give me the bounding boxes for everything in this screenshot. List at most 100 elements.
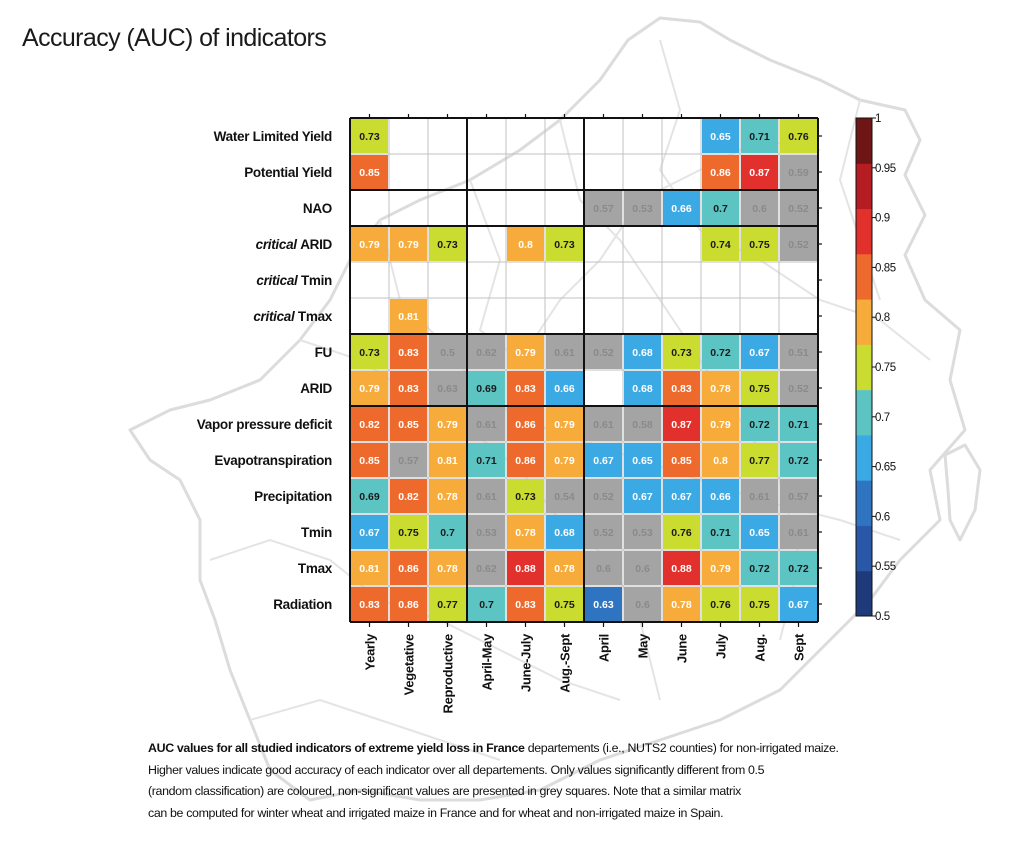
heatmap-cell [702, 515, 739, 549]
cell-value-label: 0.75 [554, 599, 575, 611]
heatmap-cell [741, 371, 778, 405]
heatmap-cell [702, 119, 739, 153]
cell-value-label: 0.8 [713, 455, 728, 467]
cell-value-label: 0.7 [479, 599, 494, 611]
cell-value-label: 0.87 [749, 167, 770, 179]
heatmap-cell [702, 371, 739, 405]
row-label: Tmax [298, 561, 333, 576]
colorbar-tick-label: 0.6 [875, 511, 890, 523]
row-label: critical Tmax [253, 309, 332, 324]
column-label: July [714, 633, 729, 659]
colorbar-tick-label: 0.55 [875, 561, 896, 573]
heatmap-cell [702, 407, 739, 441]
heatmap-cell [780, 227, 817, 261]
heatmap-cell [741, 479, 778, 513]
cell-value-label: 0.85 [359, 455, 380, 467]
column-label: May [636, 633, 651, 658]
colorbar-tick-label: 0.8 [875, 312, 890, 324]
page-title: Accuracy (AUC) of indicators [22, 24, 327, 52]
cell-value-label: 0.6 [635, 563, 650, 575]
heatmap-cell [624, 191, 661, 225]
heatmap-cell [468, 515, 505, 549]
cell-value-label: 0.79 [437, 419, 458, 431]
heatmap-cell [780, 587, 817, 621]
cell-value-label: 0.67 [632, 491, 653, 503]
cell-value-label: 0.5 [440, 347, 455, 359]
cell-value-label: 0.73 [554, 239, 575, 251]
column-label: Reproductive [441, 634, 456, 714]
heatmap-cell [429, 335, 466, 369]
heatmap-cell [468, 443, 505, 477]
column-labels: Yearly Vegetative Reproductive April-May Jun… [363, 633, 807, 714]
cell-value-label: 0.62 [476, 563, 497, 575]
heatmap-cell [429, 371, 466, 405]
cell-value-label: 0.58 [632, 419, 653, 431]
cell-value-label: 0.78 [437, 491, 458, 503]
cell-value-label: 0.57 [788, 491, 809, 503]
colorbar-segment [856, 570, 872, 617]
cell-value-label: 0.82 [398, 491, 419, 503]
heatmap-cell [351, 515, 388, 549]
cell-value-label: 0.67 [788, 599, 809, 611]
heatmap-cell [780, 443, 817, 477]
colorbar-segment [856, 118, 872, 164]
cell-value-label: 0.71 [749, 131, 770, 143]
cell-value-label: 0.6 [635, 599, 650, 611]
heatmap-cell [390, 443, 427, 477]
heatmap-cell [663, 371, 700, 405]
column-label: June-July [519, 633, 534, 692]
heatmap-cell [507, 587, 544, 621]
cell-value-label: 0.61 [476, 491, 497, 503]
heatmap-grid [349, 114, 822, 627]
cell-value-label: 0.79 [398, 239, 419, 251]
colorbar-segment [856, 299, 872, 345]
heatmap-cell [624, 335, 661, 369]
heatmap-cell [468, 335, 505, 369]
cell-value-label: 0.53 [632, 203, 653, 215]
heatmap-cell [741, 443, 778, 477]
cell-value-label: 0.79 [359, 239, 380, 251]
heatmap-cell [390, 587, 427, 621]
column-label: Yearly [363, 633, 378, 671]
heatmap-cell [663, 551, 700, 585]
cell-value-label: 0.79 [554, 455, 575, 467]
cell-value-label: 0.87 [671, 419, 692, 431]
cell-value-label: 0.59 [788, 167, 809, 179]
figure-caption: AUC values for all studied indicators of… [148, 738, 948, 824]
cell-value-label: 0.8 [518, 239, 533, 251]
cell-value-label: 0.73 [671, 347, 692, 359]
cell-value-label: 0.69 [359, 491, 380, 503]
cell-value-label: 0.73 [515, 491, 536, 503]
colorbar-segment [856, 434, 872, 481]
cell-value-label: 0.79 [710, 419, 731, 431]
heatmap-cell [351, 443, 388, 477]
cell-value-label: 0.65 [632, 455, 653, 467]
heatmap-cell [390, 407, 427, 441]
colorbar-tick-label: 0.95 [875, 163, 896, 175]
heatmap-cell [546, 479, 583, 513]
cell-value-label: 0.6 [596, 563, 611, 575]
heatmap-cell [351, 155, 388, 189]
colorbar-segment [856, 344, 872, 391]
cell-value-label: 0.54 [554, 491, 575, 503]
heatmap-cell [507, 443, 544, 477]
cell-value-label: 0.75 [398, 527, 419, 539]
cell-value-label: 0.52 [788, 203, 809, 215]
cell-value-label: 0.83 [515, 599, 536, 611]
cell-value-label: 0.74 [710, 239, 731, 251]
cell-value-label: 0.62 [476, 347, 497, 359]
cell-value-label: 0.52 [593, 347, 614, 359]
cell-value-label: 0.78 [515, 527, 536, 539]
heatmap-cell [663, 587, 700, 621]
cell-value-label: 0.72 [788, 455, 809, 467]
cell-value-label: 0.76 [788, 131, 809, 143]
row-label: Potential Yield [244, 165, 332, 180]
cell-value-label: 0.81 [359, 563, 380, 575]
heatmap-cell [780, 335, 817, 369]
heatmap-cell [429, 443, 466, 477]
heatmap-cell [741, 191, 778, 225]
heatmap-cell [546, 227, 583, 261]
heatmap-cell [507, 335, 544, 369]
heatmap-cell [390, 371, 427, 405]
row-label: FU [315, 345, 332, 360]
